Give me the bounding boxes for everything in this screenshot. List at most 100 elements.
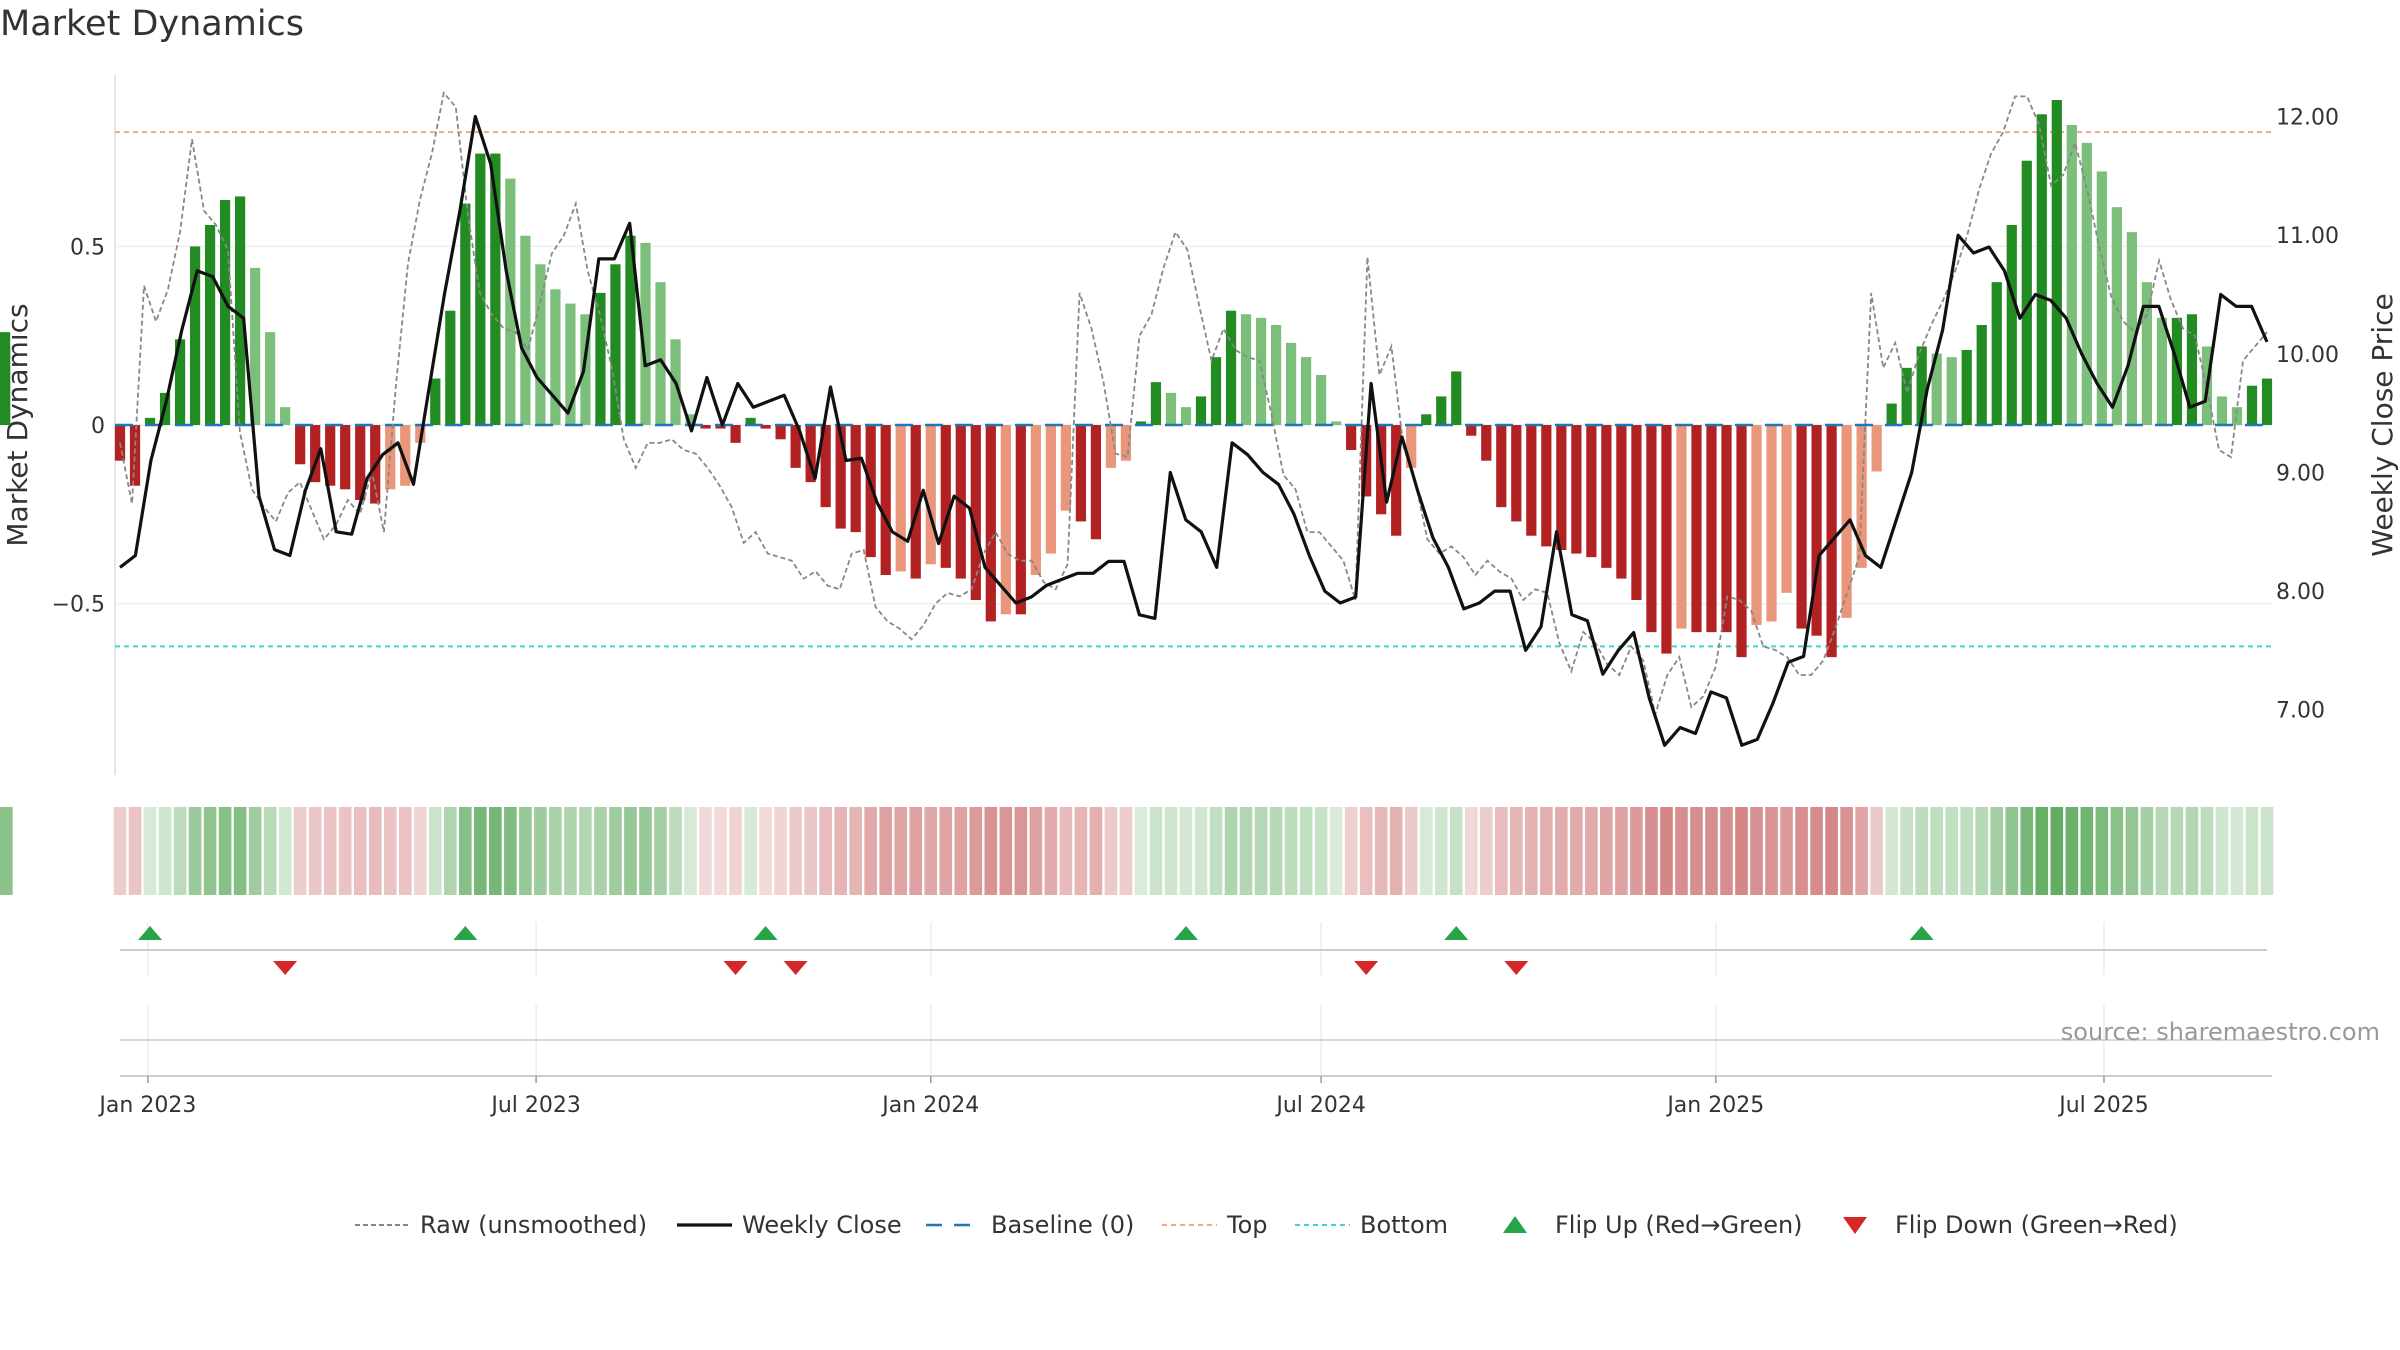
legend-item: Weekly Close: [677, 1211, 902, 1239]
regime-strip-cell: [2020, 807, 2034, 895]
histogram-bar: [805, 425, 816, 483]
histogram-bar: [760, 425, 771, 429]
histogram-bar: [1180, 407, 1192, 425]
histogram-bar: [880, 425, 891, 575]
histogram-bar: [1075, 425, 1086, 522]
regime-strip-cell: [579, 807, 592, 895]
regime-strip-cell: [549, 807, 562, 895]
histogram-bar: [700, 425, 711, 429]
histogram-bar: [1150, 382, 1162, 425]
regime-strip-cell: [639, 807, 652, 895]
regime-strip-cell: [2200, 807, 2214, 895]
regime-strip-cell: [1119, 807, 1133, 895]
regime-strip-cell: [2140, 807, 2154, 895]
regime-strip-cell: [398, 807, 412, 895]
histogram-bar: [1240, 314, 1252, 425]
regime-strip-cell: [819, 807, 832, 895]
regime-strip-cell: [383, 807, 397, 895]
regime-strip-cell: [338, 807, 352, 895]
histogram-bar: [1586, 425, 1597, 558]
legend-label: Baseline (0): [991, 1211, 1134, 1239]
histogram-bar: [1901, 367, 1912, 425]
histogram-bar: [1736, 425, 1747, 658]
flip-down-marker: [273, 961, 298, 975]
regime-strip-cell: [0, 807, 13, 895]
regime-strip-cell: [594, 807, 607, 895]
histogram-bar: [940, 425, 951, 568]
histogram-bar: [580, 314, 591, 425]
histogram-bar: [2261, 378, 2273, 425]
histogram-bar: [2216, 396, 2228, 425]
histogram-bar: [520, 235, 531, 425]
histogram-bar: [2081, 142, 2092, 425]
histogram-bar: [1871, 425, 1882, 472]
regime-strip-cell: [1735, 807, 1748, 895]
histogram-bar: [820, 425, 831, 508]
regime-strip-cell: [1720, 807, 1733, 895]
histogram-bar: [1466, 425, 1477, 436]
regime-strip-cell: [444, 807, 457, 895]
regime-strip-cell: [909, 807, 923, 895]
flip-up-marker: [1173, 926, 1198, 940]
histogram-bar: [2141, 282, 2152, 425]
histogram-bar: [1946, 357, 1957, 425]
histogram-bar: [460, 203, 471, 425]
regime-strip-cell: [2050, 807, 2064, 895]
histogram-bar: [2171, 317, 2183, 425]
regime-strip-cell: [1239, 807, 1253, 895]
regime-strip-cell: [1690, 807, 1703, 895]
regime-strip-cell: [413, 807, 427, 895]
regime-strip-cell: [1825, 807, 1838, 895]
histogram-bar: [895, 425, 906, 572]
histogram-bar: [1105, 425, 1117, 468]
regime-strip-cell: [744, 807, 757, 895]
y-tick-label: 0: [91, 414, 105, 439]
regime-strip-cell: [1329, 807, 1343, 895]
histogram-bar: [1391, 425, 1402, 536]
regime-strip-cell: [1795, 807, 1808, 895]
histogram-bar: [1090, 425, 1102, 540]
histogram-bar: [1631, 425, 1642, 600]
regime-strip-cell: [999, 807, 1013, 895]
regime-strip-cell: [203, 807, 217, 895]
x-tick-label: Jan 2024: [880, 1093, 979, 1118]
regime-strip-cell: [1780, 807, 1793, 895]
regime-strip-cell: [684, 807, 697, 895]
histogram-bar: [790, 425, 801, 468]
legend-label: Raw (unsmoothed): [420, 1211, 647, 1239]
histogram-bar: [2021, 160, 2032, 425]
regime-strip-cell: [2260, 807, 2274, 895]
histogram-bar: [490, 153, 501, 426]
histogram-bar: [1961, 350, 1972, 425]
histogram-bar: [970, 425, 981, 600]
regime-strip-cell: [1344, 807, 1358, 895]
regime-strip-cell: [2230, 807, 2244, 895]
histogram-bar: [850, 425, 861, 533]
histogram-bar: [775, 425, 786, 440]
regime-strip-cell: [954, 807, 968, 895]
histogram-bar: [985, 425, 996, 622]
weekly-close-line: [119, 114, 2269, 747]
legend-item: Bottom: [1295, 1211, 1448, 1239]
regime-strip-cell: [1990, 807, 2004, 895]
histogram-bar: [1195, 396, 1207, 425]
regime-strip-cell: [2170, 807, 2184, 895]
regime-strip-cell: [233, 807, 247, 895]
raw-series-line: [119, 90, 2268, 718]
histogram-bar: [1225, 310, 1237, 425]
regime-strip-cell: [2110, 807, 2124, 895]
y2-axis-title: Weekly Close Price: [2366, 293, 2399, 556]
histogram-bar: [1796, 425, 1807, 629]
regime-strip-cell: [158, 807, 172, 895]
regime-strip-cell: [2065, 807, 2079, 895]
legend-label: Flip Down (Green→Red): [1895, 1211, 2178, 1239]
histogram-bar: [2156, 317, 2168, 425]
histogram-bar: [1451, 371, 1462, 425]
regime-strip-cell: [1224, 807, 1238, 895]
regime-strip-cell: [128, 807, 142, 895]
histogram-bar: [280, 407, 291, 425]
regime-strip-cell: [1464, 807, 1478, 895]
flip-down-marker: [783, 961, 808, 975]
histogram-bar: [1856, 425, 1867, 568]
regime-strip-cell: [984, 807, 998, 895]
